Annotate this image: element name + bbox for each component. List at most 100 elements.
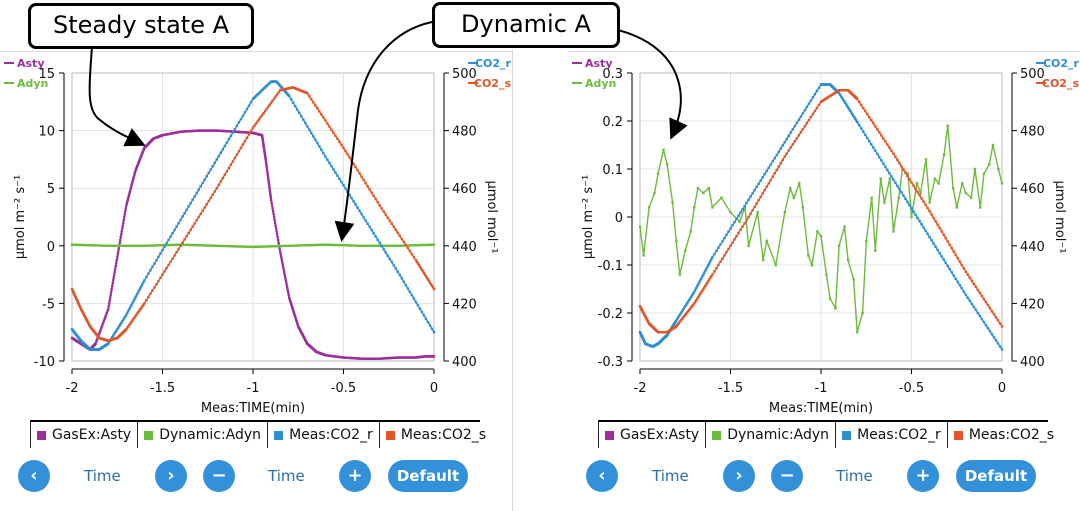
data-point (320, 148, 323, 151)
data-point (70, 243, 74, 246)
zoom-in-button[interactable]: + (907, 460, 939, 492)
data-point (992, 313, 996, 316)
data-point (653, 191, 656, 195)
data-point (677, 316, 680, 319)
data-point (287, 293, 290, 297)
legend-item-adyn[interactable]: Dynamic:Adyn (705, 422, 835, 448)
data-point (378, 244, 381, 247)
data-point (415, 260, 419, 263)
zoom-in-button[interactable]: + (339, 460, 371, 492)
data-point (700, 291, 703, 294)
default-button[interactable]: Default (956, 460, 1036, 492)
data-point (183, 211, 186, 215)
data-point (155, 244, 158, 247)
data-point (739, 228, 742, 231)
data-point (125, 202, 129, 205)
data-point (997, 167, 1000, 171)
prev-time-button[interactable]: ‹ (18, 460, 50, 492)
data-point (237, 121, 241, 124)
data-point (727, 230, 730, 233)
data-point (306, 244, 309, 247)
y-left-tick-label: -10 (34, 355, 55, 370)
data-point (145, 299, 148, 302)
data-point (745, 219, 748, 222)
data-point (883, 201, 886, 204)
data-point (372, 232, 375, 235)
default-button[interactable]: Default (388, 460, 468, 492)
data-point (286, 291, 290, 294)
data-point (165, 242, 168, 245)
data-point (842, 99, 846, 103)
data-point (127, 309, 130, 313)
data-point (189, 201, 192, 205)
data-point (290, 244, 293, 247)
legend-item-co2s[interactable]: Meas:CO2_s (946, 422, 1060, 448)
data-point (141, 283, 144, 286)
y-left-axis-label: µmol m⁻² s⁻¹ (13, 175, 28, 259)
data-point (209, 196, 212, 199)
data-point (140, 154, 143, 157)
data-point (747, 244, 750, 247)
data-point (340, 143, 343, 147)
data-point (169, 243, 172, 247)
data-point (946, 264, 949, 268)
data-point (124, 315, 127, 318)
data-point (844, 103, 848, 106)
data-point (215, 244, 218, 247)
legend-item-asty[interactable]: GasEx:Asty (30, 422, 137, 448)
data-point (107, 305, 110, 308)
data-point (310, 131, 313, 135)
data-point (960, 182, 964, 185)
zoom-out-button[interactable]: − (771, 460, 803, 492)
data-point (163, 243, 166, 247)
data-point (100, 244, 104, 247)
data-point (207, 171, 210, 175)
zoom-out-button[interactable]: − (203, 460, 235, 492)
data-point (408, 290, 412, 294)
data-point (705, 267, 708, 271)
legend-item-adyn[interactable]: Dynamic:Adyn (137, 422, 267, 448)
legend-item-co2r[interactable]: Meas:CO2_r (835, 422, 947, 448)
data-point (263, 151, 266, 154)
data-point (976, 311, 980, 315)
data-point (312, 101, 315, 104)
data-point (958, 283, 961, 287)
legend-item-co2r[interactable]: Meas:CO2_r (267, 422, 379, 448)
data-point (149, 244, 152, 247)
data-point (687, 300, 690, 303)
data-point (428, 243, 432, 246)
data-point (386, 216, 389, 219)
data-point (336, 243, 339, 247)
data-point (229, 134, 233, 138)
data-point (346, 190, 349, 193)
y-left-tick-label: 5 (47, 182, 55, 197)
data-point (846, 106, 850, 109)
legend-item-asty[interactable]: GasEx:Asty (598, 422, 705, 448)
data-point (719, 260, 722, 263)
data-point (418, 243, 422, 247)
data-point (968, 299, 972, 303)
data-point (340, 243, 343, 247)
data-point (151, 265, 154, 269)
next-time-button[interactable]: › (155, 460, 187, 492)
next-time-button[interactable]: › (723, 460, 755, 492)
y-right-axis-label: µmol mol⁻¹ (1052, 181, 1067, 254)
data-point (126, 200, 129, 203)
prev-time-button[interactable]: ‹ (586, 460, 618, 492)
data-point (257, 245, 261, 248)
data-point (807, 102, 811, 105)
data-point (876, 152, 879, 156)
data-point (135, 167, 138, 170)
data-point (374, 197, 377, 201)
data-point (116, 328, 119, 331)
data-point (990, 333, 994, 336)
data-point (723, 254, 726, 257)
data-point (185, 243, 188, 247)
time-label: Time (652, 467, 689, 485)
data-point (292, 244, 295, 247)
data-point (239, 245, 243, 248)
data-point (358, 209, 361, 213)
legend-item-co2s[interactable]: Meas:CO2_s (378, 422, 492, 448)
data-point (269, 198, 273, 201)
data-point (680, 311, 683, 314)
